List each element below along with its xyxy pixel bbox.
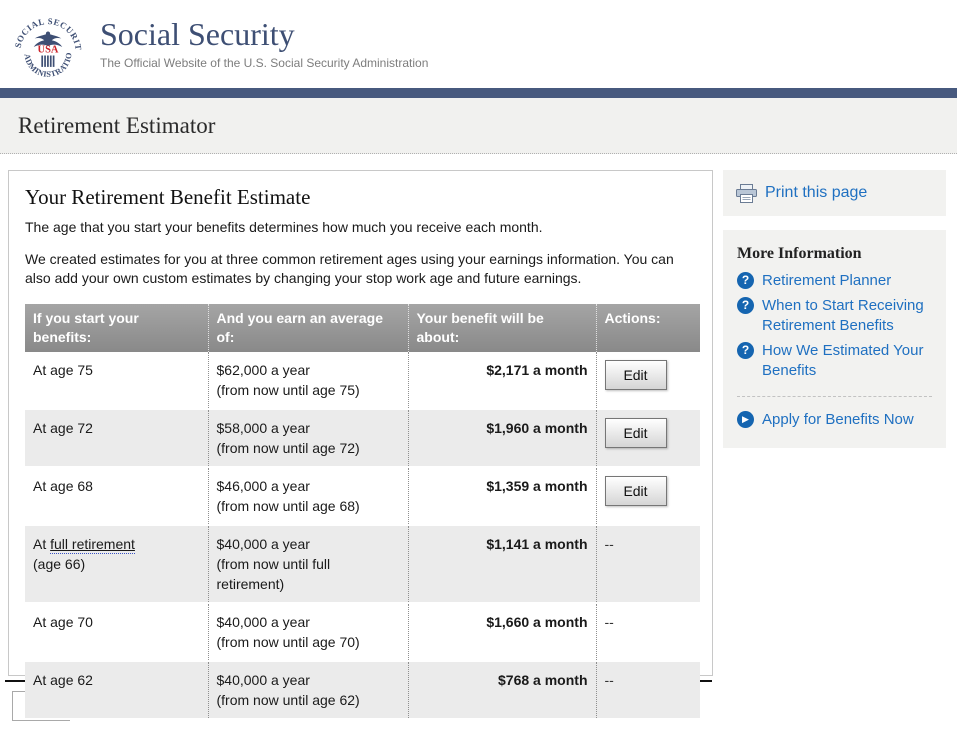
- earnings-cell: $40,000 a year (from now until age 62): [207, 661, 408, 720]
- benefit-cell: $2,171 a month: [407, 352, 596, 410]
- actions-cell: --: [595, 603, 700, 662]
- earnings-cell: $40,000 a year (from now until full retir…: [207, 525, 408, 604]
- column-header-start-benefits: If you start your benefits:: [25, 304, 208, 352]
- column-header-benefit-amount: Your benefit will be about:: [407, 304, 596, 352]
- edit-button[interactable]: Edit: [604, 360, 667, 390]
- no-action-label: --: [604, 672, 614, 688]
- more-information-heading: More Information: [737, 245, 862, 262]
- printer-icon: [736, 183, 757, 203]
- actions-cell: Edit: [595, 467, 700, 526]
- table-row: At age 72 $58,000 a year (from now until …: [25, 409, 700, 468]
- print-link-label: Print this page: [765, 184, 868, 201]
- age-cell: At age 62: [25, 661, 208, 720]
- earnings-cell: $58,000 a year (from now until age 72): [207, 409, 408, 468]
- print-box: Print this page: [723, 170, 946, 216]
- apply-arrow-icon: ▶: [737, 411, 754, 428]
- column-header-average-earnings: And you earn an average of:: [207, 304, 408, 352]
- seal-bars: [41, 55, 55, 67]
- more-information-box: More Information ? Retirement Planner ? …: [723, 230, 946, 448]
- no-action-label: --: [604, 614, 614, 630]
- table-row: At age 68 $46,000 a year (from now until …: [25, 467, 700, 526]
- page-title-band: Retirement Estimator: [0, 98, 957, 154]
- earnings-cell: $62,000 a year (from now until age 75): [207, 352, 408, 410]
- edit-button[interactable]: Edit: [604, 476, 667, 506]
- earnings-cell: $40,000 a year (from now until age 70): [207, 603, 408, 662]
- help-icon: ?: [737, 342, 754, 359]
- sidebar-link-when-to-start[interactable]: ? When to Start Receiving Retirement Ben…: [737, 296, 932, 336]
- benefit-cell: $1,660 a month: [407, 603, 596, 662]
- actions-cell: --: [595, 661, 700, 720]
- intro-text: The age that you start your benefits det…: [25, 219, 543, 235]
- estimates-table: If you start your benefits: And you earn…: [25, 304, 700, 720]
- main-content-panel: Your Retirement Benefit Estimate The age…: [8, 170, 713, 720]
- benefit-cell: $1,141 a month: [407, 525, 596, 604]
- table-row: At age 62 $40,000 a year (from now until …: [25, 661, 700, 720]
- age-cell: At age 68: [25, 467, 208, 526]
- divider: [737, 396, 932, 397]
- site-title: Social Security: [100, 16, 295, 52]
- actions-cell: Edit: [595, 352, 700, 410]
- content-area: Your Retirement Benefit Estimate The age…: [0, 154, 957, 720]
- header-accent-bar: [0, 88, 957, 98]
- benefit-cell: $1,359 a month: [407, 467, 596, 526]
- age-cell: At age 70: [25, 603, 208, 662]
- estimate-heading: Your Retirement Benefit Estimate: [25, 185, 311, 209]
- no-action-label: --: [604, 536, 614, 552]
- actions-cell: --: [595, 525, 700, 604]
- table-header-row: If you start your benefits: And you earn…: [25, 304, 700, 352]
- eagle-icon: [33, 31, 63, 47]
- sidebar-link-retirement-planner[interactable]: ? Retirement Planner: [737, 271, 932, 291]
- benefit-cell: $768 a month: [407, 661, 596, 720]
- sidebar-link-how-we-estimated[interactable]: ? How We Estimated Your Benefits: [737, 341, 932, 381]
- site-tagline: The Official Website of the U.S. Social …: [100, 56, 429, 70]
- benefit-cell: $1,960 a month: [407, 409, 596, 468]
- help-icon: ?: [737, 297, 754, 314]
- ssa-seal-logo: SOCIAL SECURITY ADMINISTRATION USA: [10, 8, 83, 79]
- age-cell: At age 72: [25, 409, 208, 468]
- page-title: Retirement Estimator: [18, 113, 216, 138]
- column-header-actions: Actions:: [595, 304, 700, 352]
- actions-cell: Edit: [595, 409, 700, 468]
- age-cell: At full retirement (age 66): [25, 525, 208, 604]
- sidebar: Print this page More Information ? Retir…: [723, 170, 946, 448]
- age-cell: At age 75: [25, 352, 208, 410]
- table-row: At full retirement (age 66) $40,000 a yea…: [25, 525, 700, 604]
- earnings-cell: $46,000 a year (from now until age 68): [207, 467, 408, 526]
- table-row: At age 75 $62,000 a year (from now until …: [25, 352, 700, 410]
- full-retirement-term[interactable]: full retirement: [50, 536, 135, 554]
- description-text: We created estimates for you at three co…: [25, 251, 674, 286]
- print-this-page-link[interactable]: Print this page: [736, 183, 868, 203]
- table-row: At age 70 $40,000 a year (from now until …: [25, 603, 700, 662]
- seal-usa-text: USA: [38, 45, 59, 56]
- apply-for-benefits-link[interactable]: ▶ Apply for Benefits Now: [737, 410, 932, 430]
- help-icon: ?: [737, 272, 754, 289]
- edit-button[interactable]: Edit: [604, 418, 667, 448]
- app-header: SOCIAL SECURITY ADMINISTRATION USA Socia…: [0, 0, 957, 88]
